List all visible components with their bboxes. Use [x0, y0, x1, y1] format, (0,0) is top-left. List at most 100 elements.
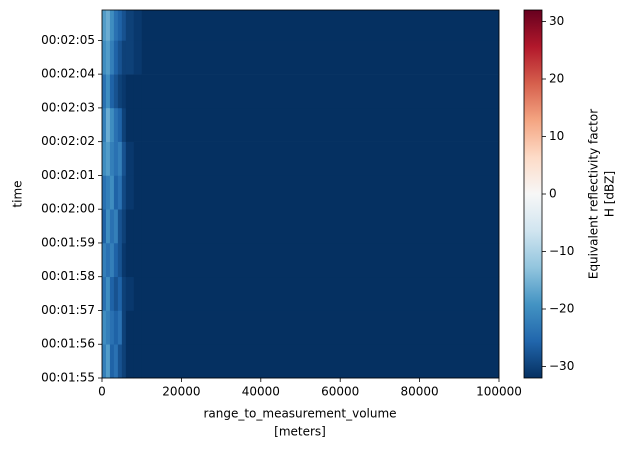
- heatmap-cell: [121, 310, 127, 345]
- y-tick-label: 00:02:03: [41, 100, 95, 114]
- heatmap-cell: [141, 141, 500, 176]
- heatmap-cell: [102, 209, 107, 244]
- heatmap-cell: [133, 242, 142, 278]
- heatmap-cell: [113, 107, 119, 142]
- heatmap-cell: [105, 209, 111, 244]
- heatmap-cell: [141, 344, 500, 379]
- heatmap-cell: [133, 209, 142, 244]
- heatmap-cell: [117, 10, 123, 41]
- heatmap-cell: [121, 276, 127, 311]
- heatmap-cell: [102, 310, 107, 345]
- heatmap-cell: [133, 10, 142, 41]
- x-tick-label: 20000: [162, 385, 200, 399]
- heatmap-cell: [113, 10, 119, 41]
- heatmap-cell: [117, 175, 123, 210]
- heatmap-cell: [125, 276, 135, 311]
- colorbar-tick-label: −20: [549, 302, 574, 316]
- colorbar-tick-label: −30: [549, 359, 574, 373]
- heatmap-cell: [125, 242, 135, 278]
- heatmap-cell: [121, 40, 127, 75]
- y-tick-label: 00:02:00: [41, 202, 95, 216]
- heatmap-cell: [141, 276, 500, 311]
- heatmap-cell: [113, 310, 119, 345]
- heatmap-cell: [113, 141, 119, 176]
- heatmap-cell: [141, 209, 500, 244]
- heatmap-cell: [109, 344, 115, 379]
- heatmap-cell: [141, 242, 500, 278]
- x-axis-label: [meters]: [274, 425, 326, 439]
- heatmap-cell: [117, 310, 123, 345]
- heatmap-cell: [117, 276, 123, 311]
- heatmap-cell: [117, 74, 123, 109]
- heatmap-cell: [141, 107, 500, 142]
- heatmap-cell: [102, 242, 107, 278]
- y-tick-label: 00:01:55: [41, 371, 95, 385]
- heatmap-cell: [125, 40, 135, 75]
- y-tick-label: 00:02:02: [41, 134, 95, 148]
- heatmap-cell: [121, 107, 127, 142]
- heatmap-cell: [113, 344, 119, 379]
- heatmap-cell: [113, 276, 119, 311]
- heatmap-cell: [141, 310, 500, 345]
- x-tick-label: 40000: [242, 385, 280, 399]
- heatmap-cell: [105, 40, 111, 75]
- heatmap-cell: [133, 40, 142, 75]
- heatmap-cell: [117, 141, 123, 176]
- heatmap-cell: [109, 10, 115, 41]
- heatmap-cell: [113, 242, 119, 278]
- colorbar-tick-label: 30: [549, 14, 564, 28]
- heatmap-cell: [113, 40, 119, 75]
- heatmap-cell: [125, 344, 135, 379]
- heatmap-cell: [125, 310, 135, 345]
- x-tick-label: 60000: [321, 385, 359, 399]
- heatmap-cell: [133, 141, 142, 176]
- heatmap-cell: [133, 175, 142, 210]
- heatmap-cell: [105, 107, 111, 142]
- x-axis-label: range_to_measurement_volume: [203, 407, 396, 421]
- y-tick-label: 00:01:59: [41, 235, 95, 249]
- y-tick-label: 00:01:56: [41, 337, 95, 351]
- heatmap-cell: [113, 175, 119, 210]
- heatmap-cell: [141, 175, 500, 210]
- heatmap-cell: [125, 141, 135, 176]
- heatmap-cell: [121, 10, 127, 41]
- y-tick-label: 00:01:58: [41, 269, 95, 283]
- heatmap-cell: [105, 10, 111, 41]
- heatmap-cell: [105, 344, 111, 379]
- heatmap-cell: [102, 344, 107, 379]
- heatmap-cell: [125, 107, 135, 142]
- heatmap-cell: [125, 10, 135, 41]
- colorbar-tick-label: 10: [549, 129, 564, 143]
- colorbar-tick-label: 20: [549, 72, 564, 86]
- heatmap-cell: [109, 141, 115, 176]
- colorbar-label: H [dBZ]: [603, 171, 617, 217]
- heatmap-cell: [113, 209, 119, 244]
- heatmap-cell: [105, 310, 111, 345]
- y-tick-label: 00:02:05: [41, 33, 95, 47]
- heatmap-cell: [125, 175, 135, 210]
- y-axis-label: time: [11, 180, 25, 207]
- heatmap-cell: [109, 310, 115, 345]
- heatmap-cell: [133, 107, 142, 142]
- heatmap-cell: [109, 209, 115, 244]
- heatmap-cell: [102, 175, 107, 210]
- heatmap-cell: [105, 175, 111, 210]
- heatmap-cell: [133, 344, 142, 379]
- heatmap-cell: [121, 74, 127, 109]
- y-tick-label: 00:02:04: [41, 67, 95, 81]
- heatmap-cell: [113, 74, 119, 109]
- heatmap-cell: [133, 74, 142, 109]
- heatmap-cell: [133, 276, 142, 311]
- colorbar-tick-label: −10: [549, 244, 574, 258]
- heatmap-cell: [117, 209, 123, 244]
- x-tick-label: 80000: [401, 385, 439, 399]
- heatmap-cell: [102, 276, 107, 311]
- heatmap-cell: [109, 40, 115, 75]
- heatmap-cell: [102, 107, 107, 142]
- y-tick-label: 00:02:01: [41, 168, 95, 182]
- heatmap-cell: [125, 74, 135, 109]
- heatmap-cell: [141, 10, 500, 41]
- heatmap-cell: [117, 107, 123, 142]
- colorbar-tick-label: 0: [549, 187, 557, 201]
